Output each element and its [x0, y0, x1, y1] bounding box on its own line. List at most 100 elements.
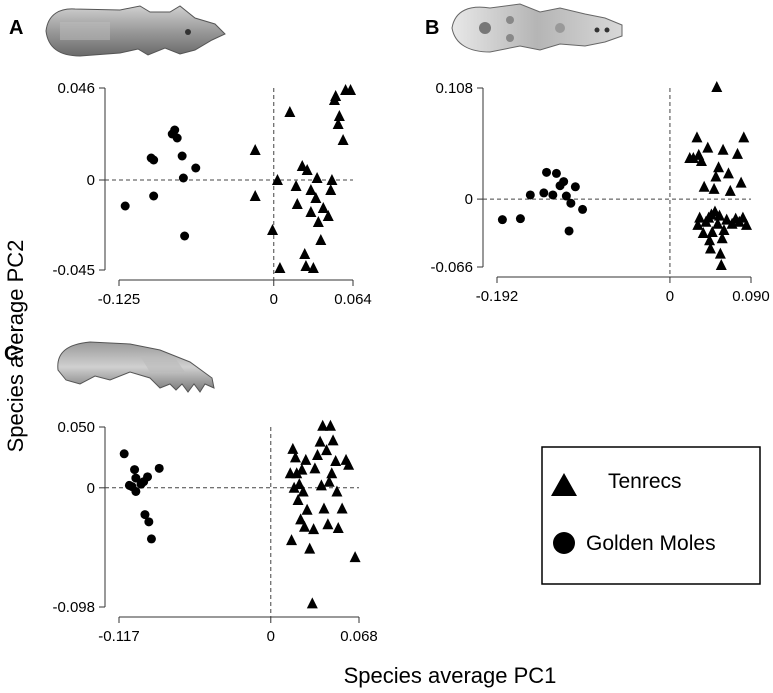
y-axis-title: Species average PC2: [3, 240, 28, 453]
x-tick-label: -0.125: [98, 291, 141, 308]
tenrec-point: [300, 260, 312, 271]
golden-mole-point: [559, 177, 569, 187]
x-tick-label: -0.117: [98, 628, 139, 645]
golden-mole-point: [149, 155, 159, 165]
golden-mole-point: [119, 449, 129, 459]
x-tick-label: 0: [666, 288, 674, 305]
tenrec-point: [299, 520, 311, 532]
tenrec-point: [737, 211, 749, 223]
tenrec-point: [326, 467, 338, 479]
tenrec-point: [687, 151, 699, 163]
tenrec-point: [301, 164, 313, 175]
x-tick-label: 0.090: [732, 288, 770, 305]
skull-ventral-view: [451, 3, 623, 53]
tenrec-point: [731, 147, 743, 159]
tenrec-point: [304, 542, 316, 554]
tenrec-point: [697, 227, 709, 239]
tenrec-point: [330, 455, 342, 467]
panel-label-a: A: [9, 17, 23, 39]
tenrec-point: [343, 458, 355, 470]
golden-mole-point: [539, 188, 549, 198]
tenrec-point: [299, 248, 311, 259]
golden-mole-point: [130, 465, 140, 475]
golden-mole-point: [525, 190, 535, 200]
tenrec-point: [722, 167, 734, 179]
tenrec-point: [702, 141, 714, 153]
tenrec-point: [315, 479, 327, 491]
y-tick-label: 0.050: [57, 419, 95, 436]
tenrec-point: [306, 597, 318, 609]
golden-mole-point: [578, 204, 588, 214]
legend-label-tenrecs: Tenrecs: [608, 470, 682, 493]
tenrec-point: [708, 182, 720, 194]
tenrec-point: [333, 110, 345, 121]
tenrec-point: [713, 209, 725, 221]
tenrec-point: [331, 485, 343, 497]
tenrec-point: [724, 184, 736, 196]
tenrec-point: [317, 419, 329, 431]
tenrec-point: [332, 521, 344, 533]
y-tick-label: 0: [87, 480, 95, 497]
golden-mole-point: [120, 201, 130, 211]
tenrec-point: [305, 206, 317, 217]
tenrec-point: [740, 218, 752, 230]
tenrec-point: [326, 174, 338, 185]
y-tick-label: 0.108: [435, 80, 473, 97]
tenrec-point: [291, 198, 303, 209]
tenrec-point: [309, 462, 321, 474]
tenrec-point: [308, 523, 320, 535]
tenrec-point: [695, 155, 707, 167]
tenrec-point: [318, 502, 330, 514]
x-axis-title: Species average PC1: [344, 663, 557, 688]
golden-mole-point: [144, 517, 154, 527]
tenrec-point: [307, 262, 319, 273]
tenrec-point: [314, 435, 326, 447]
y-tick-label: 0: [465, 191, 473, 208]
tenrec-point: [311, 172, 323, 183]
tenrec-point: [297, 485, 309, 497]
tenrec-point: [290, 180, 302, 191]
tenrec-point: [311, 448, 323, 460]
legend-box: [541, 446, 761, 585]
golden-mole-point: [542, 167, 552, 177]
x-tick-label: 0: [270, 291, 278, 308]
tenrec-point: [345, 84, 357, 95]
tenrec-point: [692, 218, 704, 230]
tenrec-point: [310, 192, 322, 203]
tenrec-point: [712, 217, 724, 229]
tenrec-point: [284, 106, 296, 117]
tenrec-point: [694, 211, 706, 223]
tenrec-point: [296, 463, 308, 475]
tenrec-point: [286, 534, 298, 546]
tenrec-point: [287, 442, 299, 454]
tenrec-point: [249, 144, 261, 155]
panel-a: A -0.125 0 0.064 0.046 0 -0.045: [9, 17, 372, 308]
tenrec-point: [324, 419, 336, 431]
tenrec-point: [349, 551, 361, 563]
golden-mole-point: [551, 168, 561, 178]
golden-mole-point: [566, 198, 576, 208]
tenrec-point: [267, 224, 279, 235]
tenrec-point: [291, 467, 303, 479]
legend: Tenrecs Golden Moles: [541, 446, 761, 585]
tenrec-point: [718, 223, 730, 235]
golden-mole-point: [497, 215, 507, 225]
tenrec-point: [698, 180, 710, 192]
tenrec-point: [274, 262, 286, 273]
golden-mole-point: [561, 191, 571, 201]
golden-mole-point: [180, 231, 190, 241]
tenrec-point: [292, 493, 304, 505]
tenrec-point: [713, 161, 725, 173]
tenrec-point: [337, 134, 349, 145]
panel-label-c: C: [4, 343, 18, 365]
tenrec-point: [321, 444, 333, 456]
tenrec-point: [288, 481, 300, 493]
legend-circle-icon: [553, 532, 575, 554]
golden-mole-point: [140, 510, 150, 520]
tenrec-point: [330, 90, 342, 101]
legend-triangle-icon: [551, 473, 577, 496]
tenrec-point: [704, 242, 716, 254]
panel-c: C -0.117 0 0.068 0.050 0 -0.098: [4, 343, 378, 645]
tenrec-point: [295, 513, 307, 525]
